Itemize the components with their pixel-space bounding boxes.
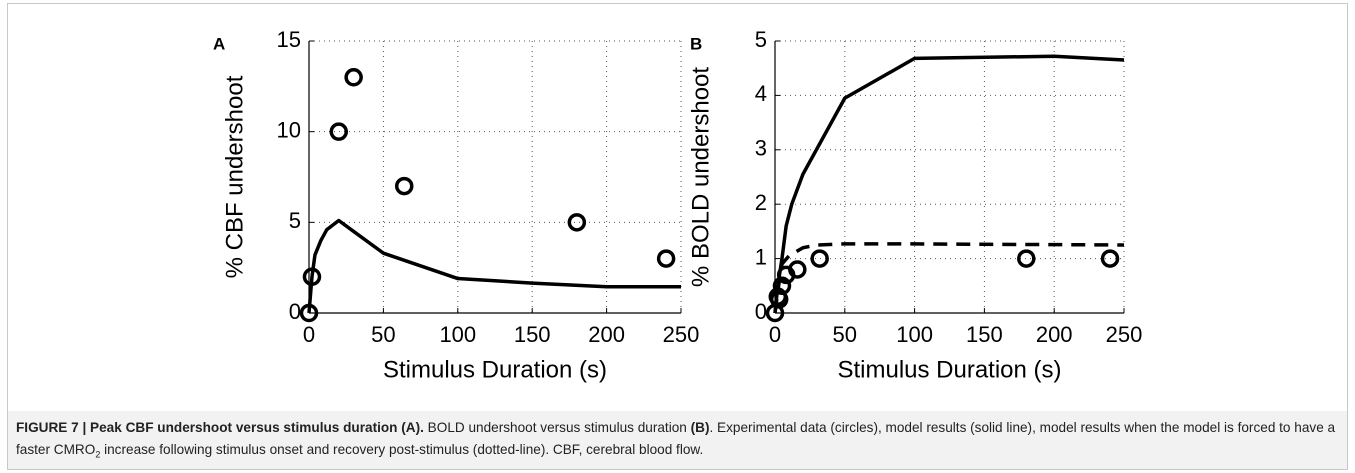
x-tick-label: 100 bbox=[896, 322, 933, 347]
data-point bbox=[656, 249, 676, 268]
data-point bbox=[810, 249, 829, 268]
y-tick-label: 4 bbox=[755, 81, 767, 106]
x-tick-label: 200 bbox=[1036, 322, 1073, 347]
x-tick-label: 250 bbox=[663, 322, 700, 347]
panel-label: A bbox=[213, 34, 225, 53]
data-point bbox=[394, 176, 414, 196]
data-line bbox=[773, 242, 1125, 314]
y-tick-label: 0 bbox=[755, 299, 767, 324]
data-line bbox=[773, 54, 1125, 314]
x-axis-label: Stimulus Duration (s) bbox=[383, 356, 607, 383]
y-tick-label: 1 bbox=[755, 244, 767, 269]
data-point bbox=[772, 276, 792, 296]
y-tick-label: 15 bbox=[277, 27, 301, 52]
x-tick-label: 200 bbox=[588, 322, 625, 347]
x-tick-label: 250 bbox=[1106, 322, 1143, 347]
x-tick-label: 50 bbox=[371, 322, 395, 347]
y-axis-label: % CBF undershoot bbox=[221, 75, 248, 278]
x-tick-label: 150 bbox=[514, 322, 551, 347]
data-point bbox=[1100, 249, 1120, 268]
y-tick-label: 0 bbox=[289, 299, 301, 324]
x-tick-label: 100 bbox=[439, 322, 476, 347]
caption-text: increase following stimulus onset and re… bbox=[100, 442, 704, 457]
data-point bbox=[567, 213, 587, 232]
caption-text: (B) bbox=[690, 420, 710, 435]
y-tick-label: 10 bbox=[277, 117, 301, 142]
caption-text: BOLD undershoot versus stimulus duration bbox=[423, 420, 691, 435]
data-point bbox=[1017, 249, 1036, 268]
y-axis-label: % BOLD undershoot bbox=[687, 67, 714, 287]
data-line bbox=[307, 218, 681, 314]
caption-text: 2 bbox=[95, 449, 101, 460]
panel-label: B bbox=[690, 34, 702, 53]
y-tick-label: 3 bbox=[755, 136, 767, 161]
y-tick-label: 5 bbox=[289, 208, 301, 233]
x-tick-label: 0 bbox=[769, 322, 781, 347]
x-tick-label: 0 bbox=[303, 322, 315, 347]
x-tick-label: 150 bbox=[966, 322, 1003, 347]
caption-text: FIGURE 7 | Peak CBF undershoot versus st… bbox=[16, 420, 424, 435]
figure-border bbox=[7, 3, 1348, 470]
caption: FIGURE 7 | Peak CBF undershoot versus st… bbox=[8, 411, 1347, 469]
data-point bbox=[788, 260, 807, 279]
data-point bbox=[329, 122, 349, 141]
x-axis-label: Stimulus Duration (s) bbox=[837, 356, 1061, 383]
y-tick-label: 5 bbox=[755, 27, 767, 52]
y-tick-label: 2 bbox=[755, 190, 767, 215]
x-tick-label: 50 bbox=[833, 322, 857, 347]
data-point bbox=[344, 68, 363, 87]
caption-text: . Experimental data (circles), model res… bbox=[16, 420, 1336, 457]
